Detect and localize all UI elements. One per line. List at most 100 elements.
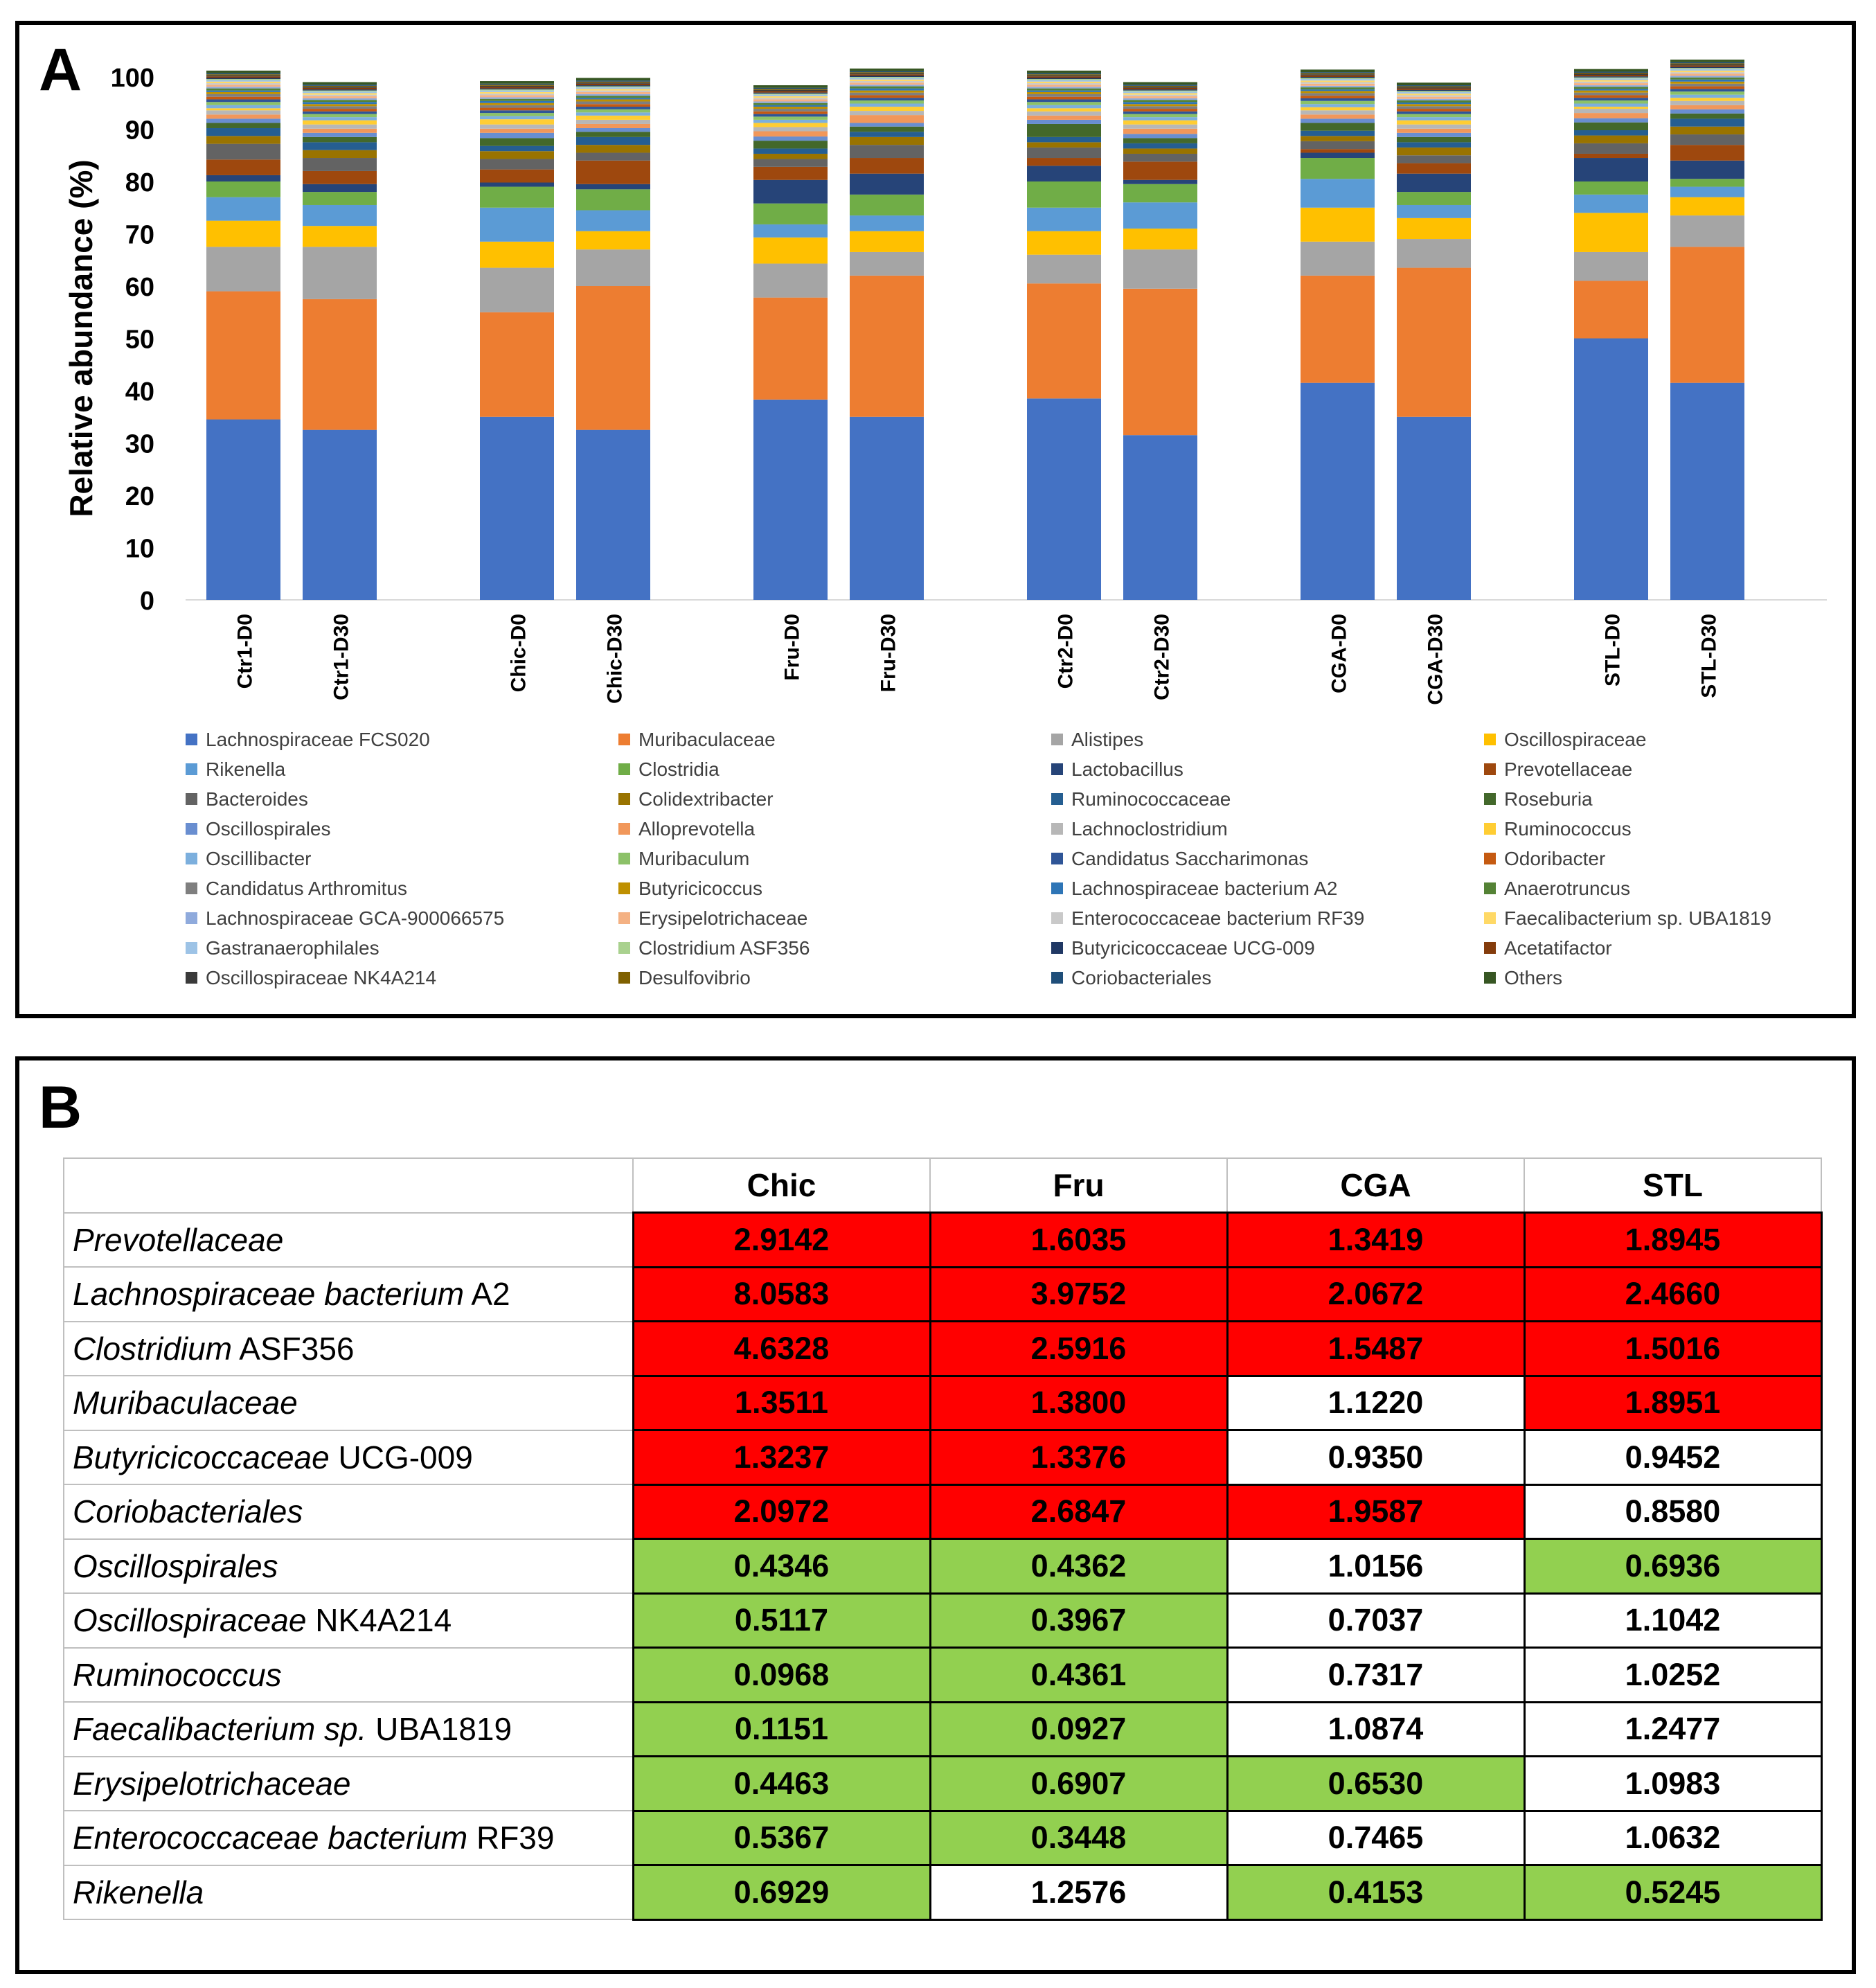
legend-swatch [1484, 942, 1496, 954]
bar-segment [480, 87, 554, 89]
bar-segment [303, 120, 377, 125]
legend-swatch [186, 882, 197, 894]
bar-segment [1670, 382, 1744, 600]
bar-segment [206, 220, 280, 247]
legend-label: Clostridium ASF356 [638, 937, 810, 959]
bar-segment [303, 124, 377, 129]
bar-segment [753, 237, 828, 264]
legend-item: Ruminococcus [1484, 814, 1848, 844]
bar-segment [206, 247, 280, 292]
bar-segment [206, 102, 280, 105]
legend-item: Lachnospiraceae GCA-900066575 [186, 903, 618, 933]
bar-segment [303, 96, 377, 98]
bar-segment [1574, 109, 1648, 114]
legend-item: Candidatus Saccharimonas [1051, 844, 1484, 873]
bar-segment [850, 79, 924, 82]
table-row: Faecalibacterium sp. UBA1819 0.1151 0.0927… [63, 1701, 1823, 1757]
bar-segment [303, 192, 377, 205]
table-row: Oscillospiraceae NK4A214 0.5117 0.3967 0.70… [63, 1592, 1823, 1649]
x-tick-label: Chic-D30 [604, 614, 627, 704]
bar-segment [1397, 100, 1471, 103]
y-tick-label: 10 [125, 535, 154, 564]
bar-segment [1123, 228, 1197, 250]
table-row: Enterococcaceae bacterium RF39 0.5367 0.34… [63, 1809, 1823, 1866]
bar-segment [1397, 91, 1471, 92]
bar-segment [850, 85, 924, 87]
bar-segment [1670, 215, 1744, 247]
bar-segment [850, 73, 924, 75]
bar-segment [206, 419, 280, 600]
x-tick-label: Ctr1-D30 [330, 614, 353, 700]
bar-segment [206, 175, 280, 181]
fold-change-cell: 0.1151 [632, 1701, 931, 1757]
bar-segment [480, 95, 554, 98]
bar-segment [1027, 91, 1101, 94]
bar-segment [1123, 98, 1197, 100]
fold-change-cell: 1.6035 [929, 1212, 1229, 1268]
taxon-name-cell: Faecalibacterium sp. UBA1819 [63, 1701, 634, 1757]
legend-item: Alloprevotella [618, 814, 1051, 844]
legend-swatch [1484, 734, 1496, 745]
bar-segment [1670, 70, 1744, 73]
bar-segment [1397, 82, 1471, 86]
bar-segment [753, 89, 828, 91]
bar-segment [850, 92, 924, 96]
bar-segment [1027, 207, 1101, 231]
bar-segment [753, 123, 828, 127]
bar-segment [1027, 105, 1101, 109]
bar-segment [1574, 122, 1648, 131]
legend-item: Butyricicoccaceae UCG-009 [1051, 933, 1484, 963]
bar-segment [1027, 81, 1101, 84]
bar-segment [1027, 254, 1101, 284]
bar-segment [1027, 96, 1101, 100]
fold-change-cell: 1.3237 [632, 1429, 931, 1486]
bar-segment [1397, 155, 1471, 163]
bar-segment [1574, 73, 1648, 75]
fold-change-cell: 0.5245 [1523, 1864, 1823, 1921]
bar-segment [1670, 77, 1744, 80]
bar-segment [753, 203, 828, 224]
fold-change-cell: 1.1042 [1523, 1592, 1823, 1649]
header-stl: STL [1524, 1157, 1822, 1214]
bar-segment [1123, 104, 1197, 107]
bar-segment [576, 160, 650, 184]
legend-item: Enterococcaceae bacterium RF39 [1051, 903, 1484, 933]
legend-label: Odoribacter [1504, 847, 1606, 869]
fold-change-cell: 1.2576 [929, 1864, 1229, 1921]
bar-segment [1301, 75, 1375, 77]
fold-change-cell: 0.4361 [929, 1647, 1229, 1703]
bar-segment [1670, 98, 1744, 101]
bar-segment [576, 86, 650, 88]
bar-segment [303, 170, 377, 184]
bar-segment [1123, 120, 1197, 125]
legend-label: Faecalibacterium sp. UBA1819 [1504, 907, 1771, 929]
bar-segment [753, 103, 828, 105]
bar-segment [753, 263, 828, 298]
fold-change-cell: 2.6847 [929, 1483, 1229, 1540]
y-tick-label: 60 [125, 273, 154, 302]
fold-change-cell: 0.7317 [1226, 1647, 1526, 1703]
bar-segment [1027, 80, 1101, 82]
legend-label: Ruminococcaceae [1071, 788, 1231, 810]
fold-change-cell: 0.7037 [1226, 1592, 1526, 1649]
y-tick-label: 100 [111, 64, 154, 93]
bar-segment [206, 105, 280, 109]
fold-change-cell: 2.0672 [1226, 1266, 1526, 1322]
bar-segment [1397, 117, 1471, 121]
legend-swatch [1484, 853, 1496, 864]
bar-segment [1123, 128, 1197, 134]
legend-item: Gastranaerophilales [186, 933, 618, 963]
bar-segment [576, 101, 650, 105]
bar-segment [1301, 83, 1375, 86]
legend-swatch [1051, 882, 1063, 894]
legend-label: Butyricicoccaceae UCG-009 [1071, 937, 1315, 959]
taxon-name-italic: Clostridium [73, 1330, 233, 1367]
bar-segment [1027, 87, 1101, 89]
table-row: Butyricicoccaceae UCG-009 1.3237 1.3376 0.9… [63, 1429, 1823, 1486]
legend-label: Lachnospiraceae GCA-900066575 [206, 907, 505, 929]
bar-segment [1574, 103, 1648, 107]
legend-label: Acetatifactor [1504, 937, 1612, 959]
bar-segment [1670, 86, 1744, 89]
bar-segment [480, 416, 554, 600]
bar-segment [303, 91, 377, 94]
